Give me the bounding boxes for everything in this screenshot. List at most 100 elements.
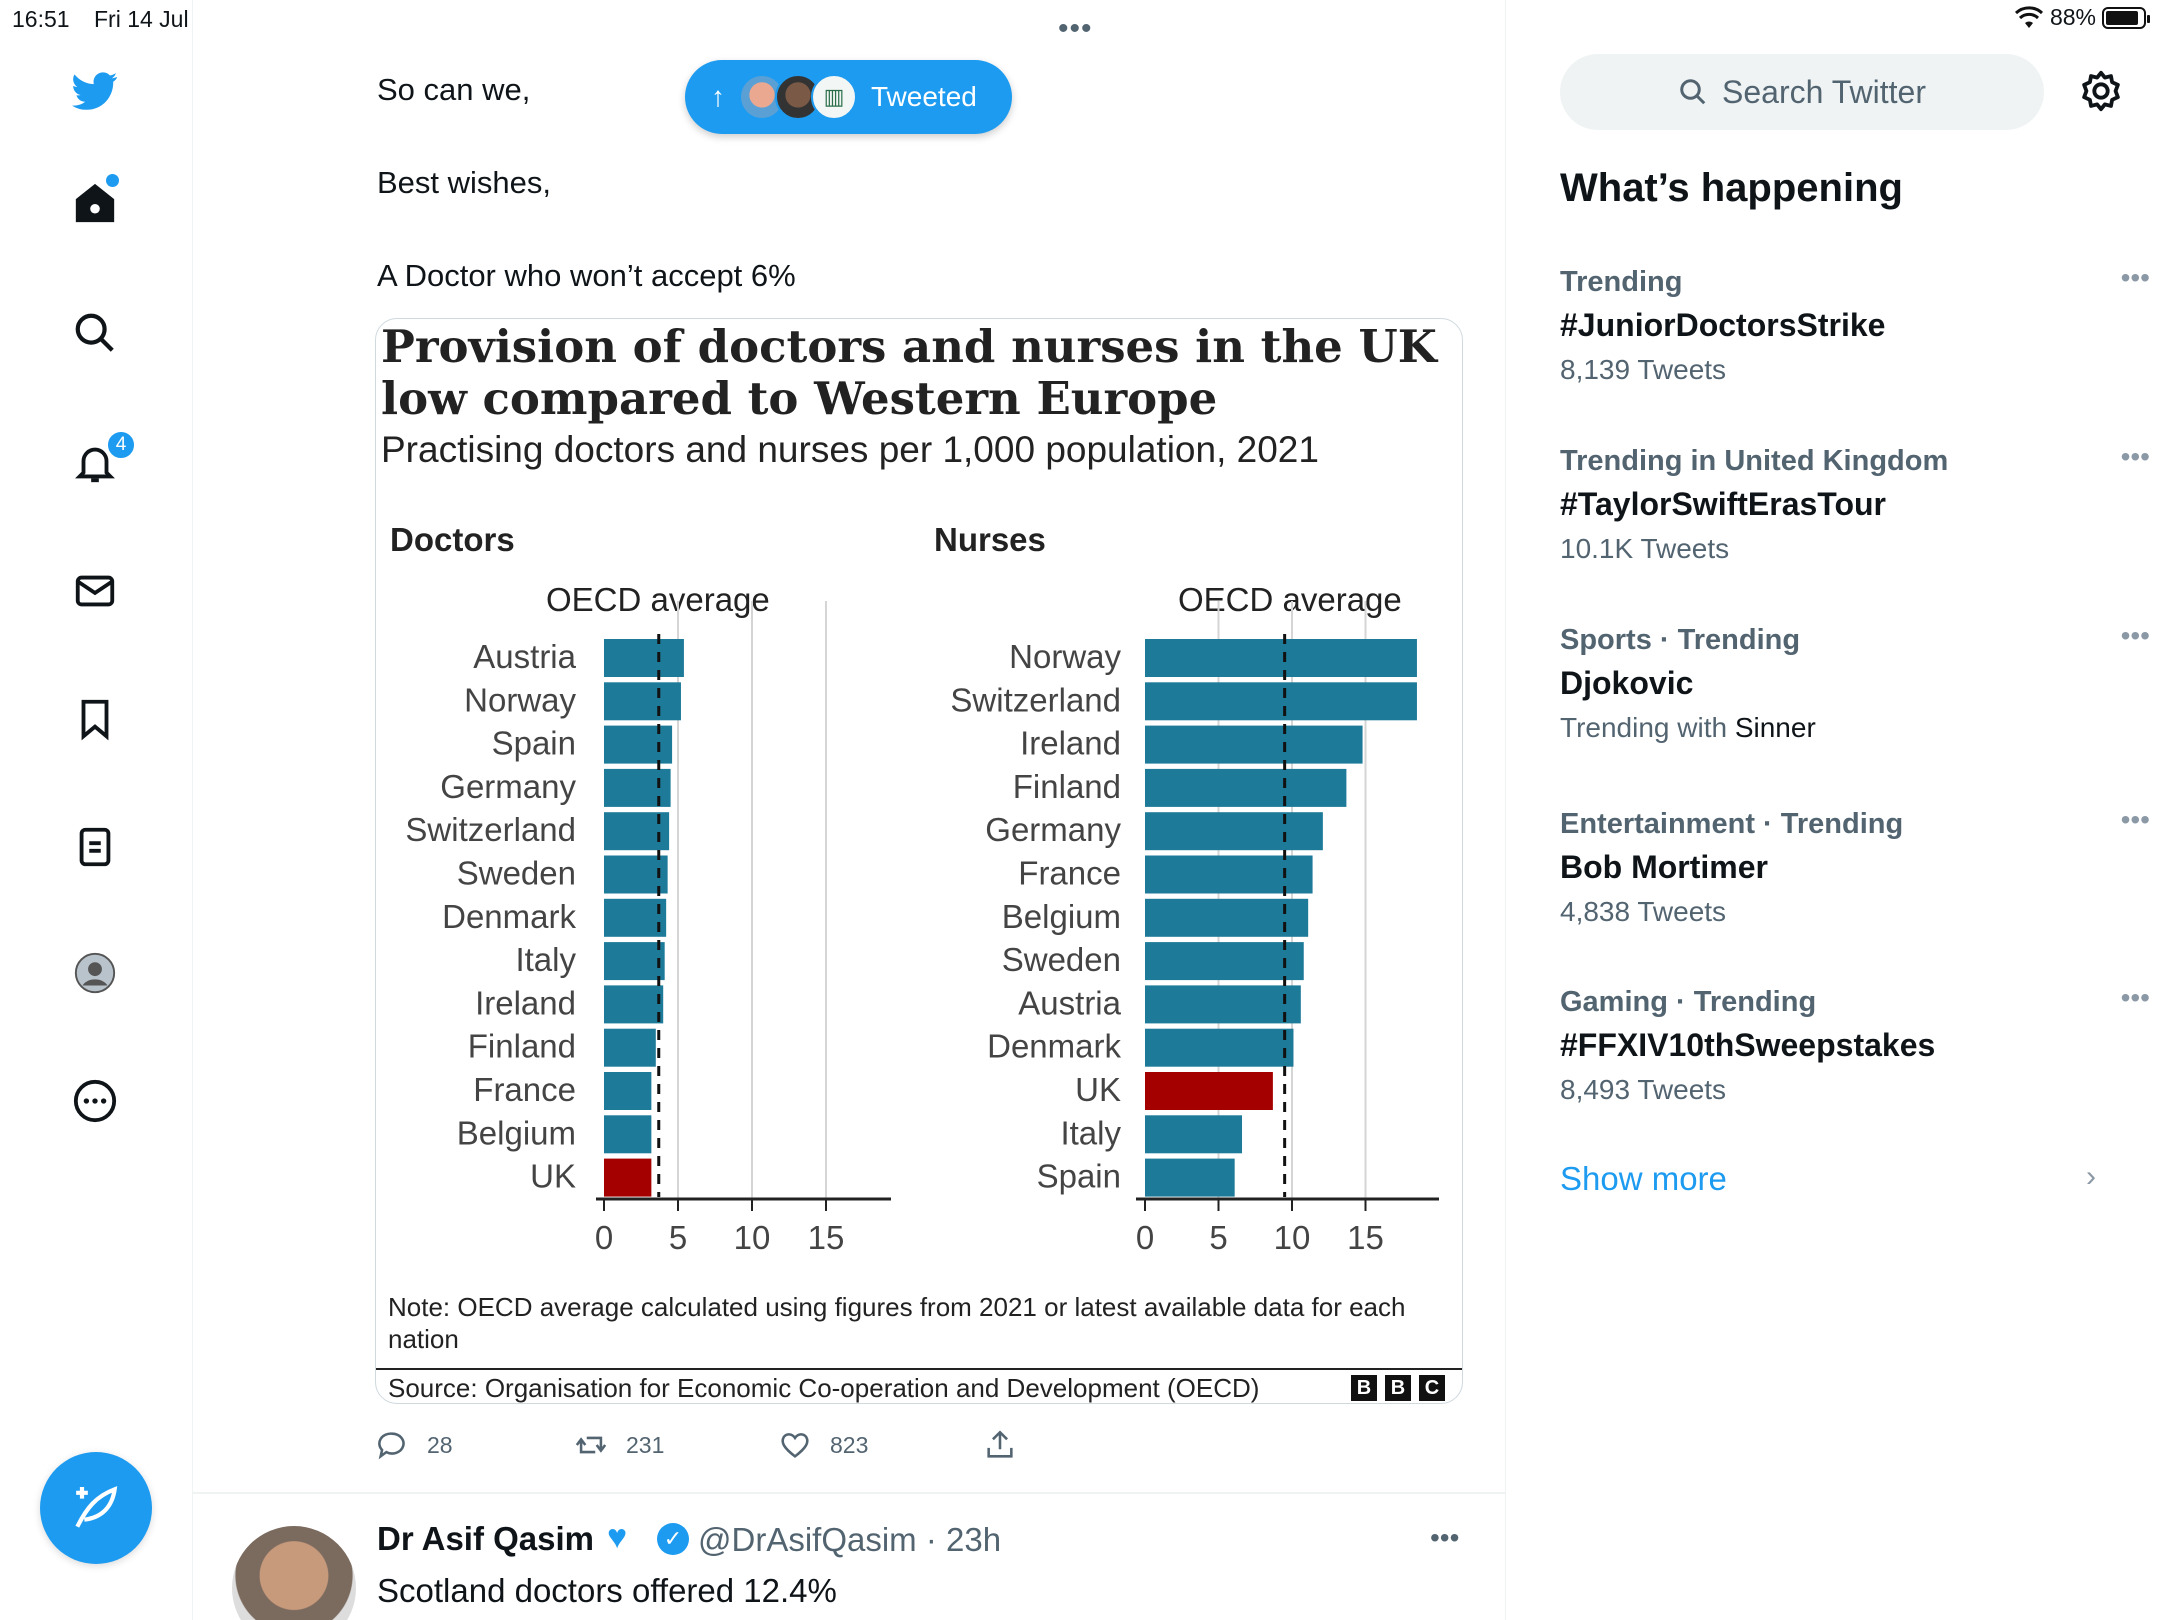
- compose-tweet-button[interactable]: [40, 1452, 152, 1564]
- trend-item[interactable]: Entertainment · Trending Bob Mortimer 4,…: [1560, 804, 2150, 928]
- show-more-link[interactable]: Show more: [1560, 1160, 1727, 1197]
- nurses-bar-france: [1145, 855, 1313, 894]
- like-action[interactable]: 823: [778, 1425, 868, 1465]
- pill-avatar-3: ▥: [811, 74, 857, 120]
- retweet-action[interactable]: 231: [574, 1425, 664, 1465]
- nurses-bar-finland: [1145, 768, 1347, 807]
- nurses-label-austria: Austria: [1018, 984, 1121, 1021]
- profile-avatar-icon[interactable]: [70, 948, 120, 998]
- doctors-label-spain: Spain: [492, 725, 576, 762]
- doctors-bar-austria: [604, 639, 684, 677]
- bbc-logo-b2: B: [1385, 1375, 1411, 1401]
- next-tweet-avatar[interactable]: [232, 1526, 356, 1620]
- search-magnifier-icon: [1680, 79, 1706, 105]
- tweeted-new-posts-pill[interactable]: ↑ ▥ Tweeted: [685, 60, 1012, 134]
- whats-happening-title: What’s happening: [1560, 166, 1903, 210]
- next-tweet-more-icon[interactable]: •••: [1430, 1522, 1460, 1553]
- trend-more-icon[interactable]: •••: [2120, 804, 2150, 835]
- tweeted-label: Tweeted: [871, 81, 977, 112]
- nurses-label-switzerland: Switzerland: [950, 681, 1121, 718]
- doctors-bar-belgium: [604, 1115, 652, 1154]
- search-twitter-input[interactable]: Search Twitter: [1560, 54, 2044, 130]
- share-action[interactable]: [983, 1425, 1017, 1465]
- nurses-label-france: France: [1018, 855, 1121, 892]
- trend-more-icon[interactable]: •••: [2120, 620, 2150, 651]
- bookmarks-icon[interactable]: [70, 694, 120, 744]
- nurses-label-germany: Germany: [985, 811, 1121, 848]
- nurses-bar-norway: [1145, 639, 1417, 677]
- notifications-bell-icon[interactable]: [70, 438, 120, 488]
- doctors-label-finland: Finland: [468, 1028, 576, 1065]
- trend-item[interactable]: Trending in United Kingdom #TaylorSwiftE…: [1560, 441, 2150, 565]
- chart-source-divider: [376, 1368, 1462, 1370]
- chart-note: Note: OECD average calculated using figu…: [388, 1292, 1406, 1354]
- battery-percent: 88%: [2049, 4, 2096, 30]
- doctors-tick-label: 0: [595, 1219, 613, 1256]
- chart-image-card[interactable]: Provision of doctors and nurses in the U…: [375, 318, 1463, 1404]
- trend-item[interactable]: Sports · Trending Djokovic Trending with…: [1560, 620, 2150, 744]
- doctors-label-norway: Norway: [464, 681, 576, 718]
- top-more-dots-icon[interactable]: •••: [1058, 12, 1093, 45]
- tweet-text-line-1: So can we,: [377, 72, 531, 107]
- nurses-bar-austria: [1145, 985, 1301, 1024]
- settings-gear-icon[interactable]: [2078, 68, 2124, 114]
- nurses-label-ireland: Ireland: [1020, 725, 1121, 762]
- messages-envelope-icon[interactable]: [70, 566, 120, 616]
- trend-name: Bob Mortimer: [1560, 849, 1768, 885]
- trend-more-icon[interactable]: •••: [2120, 982, 2150, 1013]
- nurses-bar-denmark: [1145, 1028, 1294, 1067]
- doctors-label-switzerland: Switzerland: [405, 811, 576, 848]
- wifi-icon: [2014, 5, 2043, 28]
- doctors-tick-label: 5: [669, 1219, 687, 1256]
- trend-more-icon[interactable]: •••: [2120, 262, 2150, 293]
- up-arrow-icon: ↑: [711, 81, 725, 112]
- doctors-bar-uk: [604, 1158, 652, 1197]
- more-options-icon[interactable]: [70, 1076, 120, 1126]
- status-right: 88%: [2014, 4, 2150, 31]
- trend-name: Djokovic: [1560, 665, 1694, 701]
- heart-icon: [781, 1433, 809, 1458]
- nurses-label-uk: UK: [1075, 1071, 1121, 1108]
- reply-action[interactable]: 28: [375, 1425, 453, 1465]
- doctors-label-uk: UK: [530, 1158, 576, 1195]
- next-tweet-author-name[interactable]: Dr Asif Qasim: [377, 1520, 595, 1557]
- trend-name: #FFXIV10thSweepstakes: [1560, 1027, 1936, 1063]
- nurses-label-belgium: Belgium: [1002, 898, 1121, 935]
- trend-item[interactable]: Gaming · Trending #FFXIV10thSweepstakes …: [1560, 982, 2150, 1106]
- nurses-label-italy: Italy: [1060, 1114, 1121, 1151]
- trend-category: Trending: [1560, 266, 1683, 298]
- next-tweet-handle[interactable]: @DrAsifQasim · 23h: [698, 1521, 1002, 1558]
- trend-category: Entertainment · Trending: [1560, 808, 1904, 840]
- trend-item[interactable]: Trending #JuniorDoctorsStrike 8,139 Twee…: [1560, 262, 2150, 386]
- nurses-bar-sweden: [1145, 942, 1304, 981]
- trend-name: #JuniorDoctorsStrike: [1560, 307, 1886, 343]
- reply-count: 28: [427, 1431, 453, 1458]
- home-unread-dot: [106, 174, 119, 187]
- doctors-bar-finland: [604, 1028, 656, 1067]
- lists-icon[interactable]: [70, 822, 120, 872]
- nurses-label-norway: Norway: [1009, 638, 1121, 675]
- retweet-icon: [575, 1436, 607, 1454]
- doctors-tick-label: 15: [808, 1219, 845, 1256]
- status-time: 16:51: [12, 6, 70, 32]
- doctors-tick-label: 10: [734, 1219, 771, 1256]
- twitter-logo-icon[interactable]: [70, 66, 120, 116]
- doctors-bar-sweden: [604, 855, 668, 894]
- chart-source: Source: Organisation for Economic Co-ope…: [388, 1373, 1260, 1403]
- compose-feather-icon: [75, 1486, 118, 1528]
- trend-count: 4,838 Tweets: [1560, 896, 1727, 927]
- doctors-nurses-bar-chart: Austria Norway Spain Germany Switzerland Swed…: [405, 601, 1439, 1256]
- doctors-bar-ireland: [604, 985, 664, 1024]
- like-count: 823: [830, 1431, 869, 1458]
- doctors-bar-germany: [604, 768, 671, 807]
- search-icon[interactable]: [70, 308, 120, 358]
- reply-icon: [378, 1432, 405, 1460]
- nurses-tick-label: 5: [1209, 1219, 1227, 1256]
- trend-more-icon[interactable]: •••: [2120, 441, 2150, 472]
- trend-category: Trending in United Kingdom: [1560, 445, 1949, 477]
- home-icon[interactable]: [70, 178, 120, 228]
- notifications-badge: 4: [106, 430, 136, 460]
- doctors-label-ireland: Ireland: [475, 984, 576, 1021]
- nurses-label-denmark: Denmark: [987, 1028, 1121, 1065]
- tweet-text-line-3: A Doctor who won’t accept 6%: [377, 258, 796, 293]
